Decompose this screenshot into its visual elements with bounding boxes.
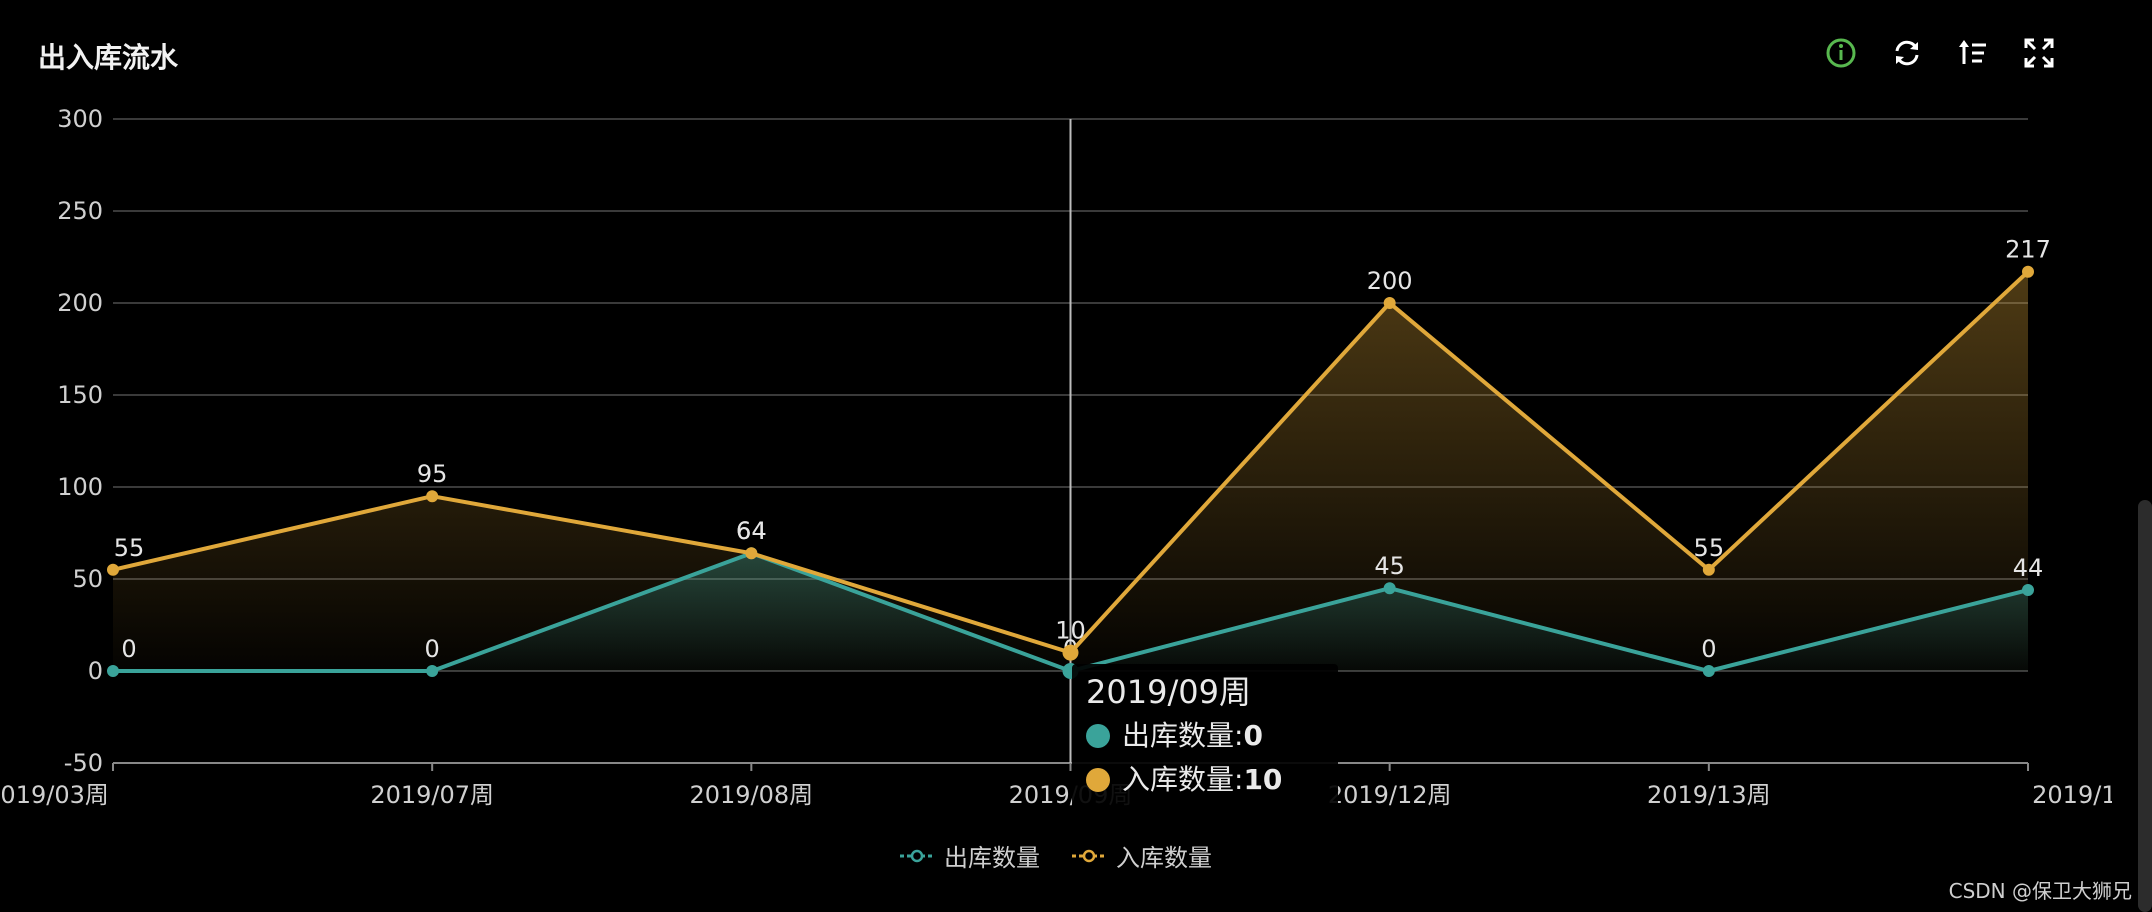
data-label-outbound: 0 (1701, 635, 1716, 663)
y-tick-label: 250 (57, 197, 103, 225)
data-label-outbound: 44 (2013, 554, 2044, 582)
tooltip-dot-outbound (1086, 724, 1110, 748)
tooltip-label-outbound: 出库数量 (1122, 719, 1235, 752)
legend-item-inbound[interactable]: 入库数量 (1072, 838, 1212, 873)
tooltip-title: 2019/09周 (1086, 673, 1251, 711)
point-inbound (2022, 265, 2034, 278)
fullscreen-icon[interactable] (2022, 36, 2056, 70)
data-label-outbound: 0 (121, 635, 136, 663)
y-tick-label: 200 (57, 289, 103, 317)
chart-title: 出入库流水 (38, 41, 179, 74)
x-tick-label: 2019/14周 (2032, 781, 2112, 809)
point-outbound (1702, 665, 1715, 677)
point-outbound (2022, 584, 2034, 597)
data-label-outbound: 64 (736, 517, 767, 545)
tooltip: 2019/09周 出库数量:0 入库数量:10 (1072, 664, 1338, 812)
data-label-inbound: 10 (1055, 617, 1086, 645)
x-tick-label: 2019/12周 (1328, 781, 1452, 809)
data-label-inbound: 200 (1367, 267, 1413, 295)
x-tick-label: 2019/03周 (0, 781, 109, 809)
area-inbound (113, 271, 2028, 671)
x-tick-label: 2019/07周 (370, 781, 494, 809)
point-inbound (107, 563, 119, 576)
tooltip-row-inbound: 入库数量:10 (1086, 758, 1324, 802)
point-inbound (426, 490, 439, 503)
data-label-inbound: 217 (2005, 236, 2051, 264)
data-label-inbound: 64 (736, 517, 767, 545)
point-inbound (1702, 563, 1715, 576)
tooltip-row-outbound: 出库数量:0 (1086, 714, 1324, 758)
x-tick-label: 2019/13周 (1647, 781, 1771, 809)
watermark: CSDN @保卫大狮兄 (1948, 879, 2132, 903)
data-label-inbound: 95 (417, 460, 448, 488)
legend-marker-outbound (900, 849, 934, 862)
y-tick-label: 100 (57, 473, 103, 501)
y-tick-label: 50 (72, 565, 103, 593)
info-icon[interactable] (1824, 36, 1858, 70)
x-tick-label: 2019/08周 (689, 781, 813, 809)
y-tick-label: 0 (88, 657, 103, 685)
data-label-inbound: 55 (1694, 534, 1725, 562)
toolbar (1824, 36, 2056, 70)
sort-icon[interactable] (1956, 36, 1990, 70)
data-label-inbound: 55 (114, 534, 145, 562)
point-outbound (1383, 582, 1396, 595)
legend-label-inbound: 入库数量 (1116, 844, 1212, 872)
point-outbound (107, 665, 119, 677)
y-tick-label: -50 (64, 749, 103, 777)
area-outbound (113, 553, 2028, 671)
legend-label-outbound: 出库数量 (944, 844, 1040, 872)
point-inbound (1383, 297, 1396, 309)
point-inbound (745, 547, 758, 560)
tooltip-value-inbound: 10 (1243, 763, 1283, 796)
chart-legend: 出库数量 入库数量 (0, 838, 2112, 873)
tooltip-label-inbound: 入库数量 (1122, 763, 1235, 796)
y-tick-label: 300 (57, 105, 103, 133)
scrollbar[interactable] (2138, 500, 2152, 912)
tooltip-value-outbound: 0 (1243, 719, 1263, 752)
legend-marker-inbound (1072, 849, 1106, 862)
legend-item-outbound[interactable]: 出库数量 (900, 838, 1040, 873)
point-outbound (426, 665, 439, 677)
refresh-icon[interactable] (1890, 36, 1924, 70)
data-label-outbound: 0 (425, 635, 440, 663)
y-tick-label: 150 (57, 381, 103, 409)
point-inbound (1062, 644, 1079, 661)
tooltip-dot-inbound (1086, 768, 1110, 792)
data-label-outbound: 45 (1374, 552, 1405, 580)
